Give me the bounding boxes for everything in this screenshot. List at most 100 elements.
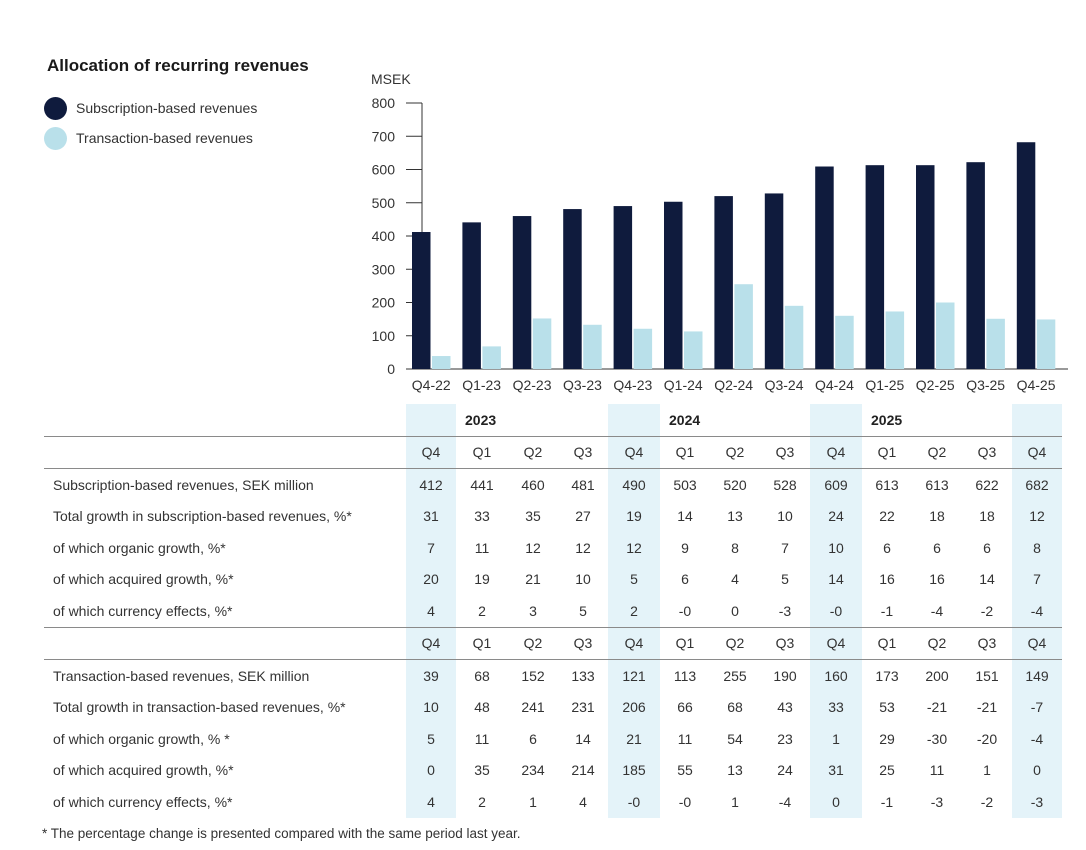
table-cell: 68 xyxy=(474,667,490,684)
table-cell: 25 xyxy=(879,762,895,779)
quarter-header-row: Q4 Q1 Q2 Q3 Q4 Q1 Q2 Q3 Q4 Q1 Q2 Q3 Q4 xyxy=(44,435,1062,469)
table-cell: -2 xyxy=(980,602,994,619)
quarter-header: Q4 xyxy=(608,435,660,469)
table-cell: 29 xyxy=(879,730,895,747)
y-tick-label: 100 xyxy=(372,328,396,344)
table-cell: 9 xyxy=(681,539,689,556)
table-cell: -4 xyxy=(930,602,944,619)
table-cell: 1 xyxy=(810,723,862,755)
bar-transaction xyxy=(936,302,955,369)
table-row: Subscription-based revenues, SEK million… xyxy=(44,468,1062,501)
table-cell: 206 xyxy=(608,691,660,723)
quarter-header: Q3 xyxy=(962,626,1012,660)
header-blank-cell xyxy=(44,435,406,469)
year-header-row: 2023 2024 2025 xyxy=(44,404,1062,436)
bar-transaction xyxy=(986,318,1005,369)
table-cell: 5 xyxy=(608,563,660,595)
table-cell: 12 xyxy=(575,539,591,556)
bar-transaction xyxy=(885,311,905,369)
quarter-header: Q4 xyxy=(406,435,456,469)
table-cell: 14 xyxy=(979,571,995,588)
table-cell: 43 xyxy=(777,699,793,716)
table-cell: 31 xyxy=(810,754,862,786)
y-tick-label: 700 xyxy=(372,128,396,144)
x-tick-label: Q3-23 xyxy=(563,377,602,393)
row-label: of which currency effects, %* xyxy=(53,793,233,810)
quarter-header: Q4 xyxy=(406,626,456,660)
x-tick-label: Q4-23 xyxy=(613,377,652,393)
bar-transaction xyxy=(734,284,753,369)
table-row: of which organic growth, %* 7 11 12 12 12 9 8 7 1… xyxy=(44,532,1062,564)
table-cell: 214 xyxy=(571,762,595,779)
legend-swatch-subscription xyxy=(44,96,67,120)
quarter-header: Q1 xyxy=(862,435,912,469)
quarter-header: Q1 xyxy=(660,435,710,469)
table-row: of which acquired growth, %* 0 35 234 214 185… xyxy=(44,754,1062,786)
table-cell: 10 xyxy=(810,532,862,564)
table-cell: 2 xyxy=(608,595,660,627)
table-cell: 13 xyxy=(727,762,743,779)
y-tick-label: 600 xyxy=(372,162,396,178)
bar-transaction xyxy=(835,315,854,369)
revenue-table: 2023 2024 2025 Q4 Q1 Q2 Q3 Q4 Q1 Q2 Q3 Q4 Q1 Q2 Q3 Q4 Su… xyxy=(44,404,1062,818)
table-cell: 5 xyxy=(781,571,789,588)
year-label: 2024 xyxy=(669,411,701,428)
table-cell: -30 xyxy=(926,730,948,747)
table-cell: -0 xyxy=(608,786,660,818)
table-cell: 0 xyxy=(406,754,456,786)
table-cell: 33 xyxy=(474,508,490,525)
bar-subscription xyxy=(764,193,784,369)
table-cell: -1 xyxy=(880,602,894,619)
table-cell: 2 xyxy=(478,602,486,619)
table-cell: 16 xyxy=(879,571,895,588)
quarter-header: Q3 xyxy=(760,435,810,469)
table-cell: 11 xyxy=(474,730,490,747)
table-cell: 24 xyxy=(777,762,793,779)
table-cell: 113 xyxy=(673,667,697,684)
table-cell: 152 xyxy=(521,667,545,684)
table-cell: -0 xyxy=(678,602,692,619)
legend-label-subscription: Subscription-based revenues xyxy=(76,100,258,116)
table-cell: 173 xyxy=(875,667,899,684)
table-cell: 20 xyxy=(406,563,456,595)
table-cell: 11 xyxy=(677,730,693,747)
year-blank-cell xyxy=(760,404,810,436)
table-cell: 11 xyxy=(929,762,945,779)
table-cell: -7 xyxy=(1012,691,1062,723)
table-cell: 1 xyxy=(731,793,739,810)
row-label: of which acquired growth, %* xyxy=(53,762,234,779)
row-label: Transaction-based revenues, SEK million xyxy=(53,667,310,684)
y-tick-label: 200 xyxy=(372,295,396,311)
bar-subscription xyxy=(512,216,532,369)
table-row: of which organic growth, % * 5 11 6 14 21 11 54… xyxy=(44,723,1062,755)
table-cell: 4 xyxy=(406,595,456,627)
table-cell: 2 xyxy=(478,793,486,810)
table-cell: 8 xyxy=(731,539,739,556)
table-cell: 613 xyxy=(875,476,899,493)
table-cell: 21 xyxy=(608,723,660,755)
table-cell: 231 xyxy=(571,699,595,716)
bar-subscription xyxy=(1016,142,1036,369)
x-tick-label: Q1-23 xyxy=(462,377,501,393)
table-cell: 460 xyxy=(521,476,545,493)
x-tick-label: Q4-25 xyxy=(1017,377,1056,393)
table-cell: 190 xyxy=(773,667,797,684)
quarter-header: Q4 xyxy=(810,626,862,660)
table-cell: 441 xyxy=(470,476,494,493)
bar-transaction xyxy=(633,328,653,369)
bar-subscription xyxy=(613,206,633,369)
legend-swatch-transaction xyxy=(44,126,67,150)
table-cell: 503 xyxy=(673,476,697,493)
quarter-header: Q2 xyxy=(508,626,558,660)
table-cell: 7 xyxy=(1012,563,1062,595)
bar-subscription xyxy=(815,166,834,369)
table-cell: -3 xyxy=(1012,786,1062,818)
table-cell: 520 xyxy=(723,476,747,493)
table-cell: 3 xyxy=(529,602,537,619)
quarter-header: Q4 xyxy=(1012,435,1062,469)
bar-subscription xyxy=(916,165,935,369)
table-cell: 609 xyxy=(810,468,862,501)
table-cell: 19 xyxy=(608,500,660,532)
table-cell: -2 xyxy=(980,793,994,810)
x-tick-label: Q3-25 xyxy=(966,377,1005,393)
